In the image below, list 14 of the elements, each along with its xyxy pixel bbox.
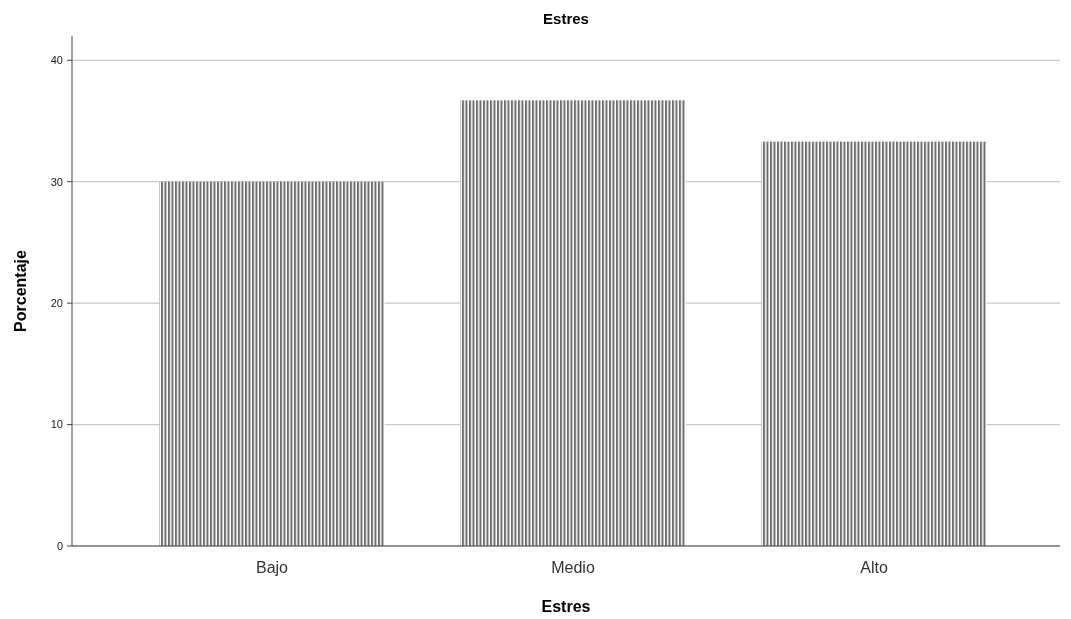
bar — [761, 141, 987, 546]
bar — [159, 181, 385, 546]
x-tick-label: Medio — [551, 559, 595, 576]
chart-title: Estres — [543, 10, 589, 27]
y-tick-label: 20 — [50, 296, 63, 309]
x-tick-label: Bajo — [255, 559, 289, 576]
y-tick-label: 30 — [50, 175, 63, 188]
y-tick-label: 40 — [50, 54, 63, 67]
y-tick-label: 10 — [50, 418, 63, 431]
x-tick-label: Alto — [860, 559, 888, 576]
y-tick-label: 0 — [56, 539, 63, 552]
x-axis-title: Estres — [541, 598, 591, 615]
bar — [460, 100, 686, 546]
y-axis-title: Porcentaje — [12, 249, 29, 332]
